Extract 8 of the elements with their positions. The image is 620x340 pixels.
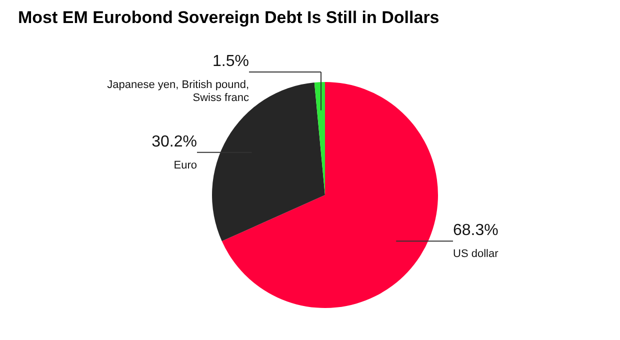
pie-slice: [314, 82, 325, 195]
data-label: 1.5%: [212, 53, 250, 70]
slice-label: US dollar: [453, 248, 499, 260]
data-label: 68.3%: [453, 222, 498, 240]
slice-label: Euro: [174, 159, 197, 172]
data-label: 30.2%: [152, 133, 197, 150]
chart-title: Most EM Eurobond Sovereign Debt Is Still in Dollars: [18, 8, 440, 27]
slice-label: Japanese yen, British pound, Swiss franc: [107, 79, 250, 104]
